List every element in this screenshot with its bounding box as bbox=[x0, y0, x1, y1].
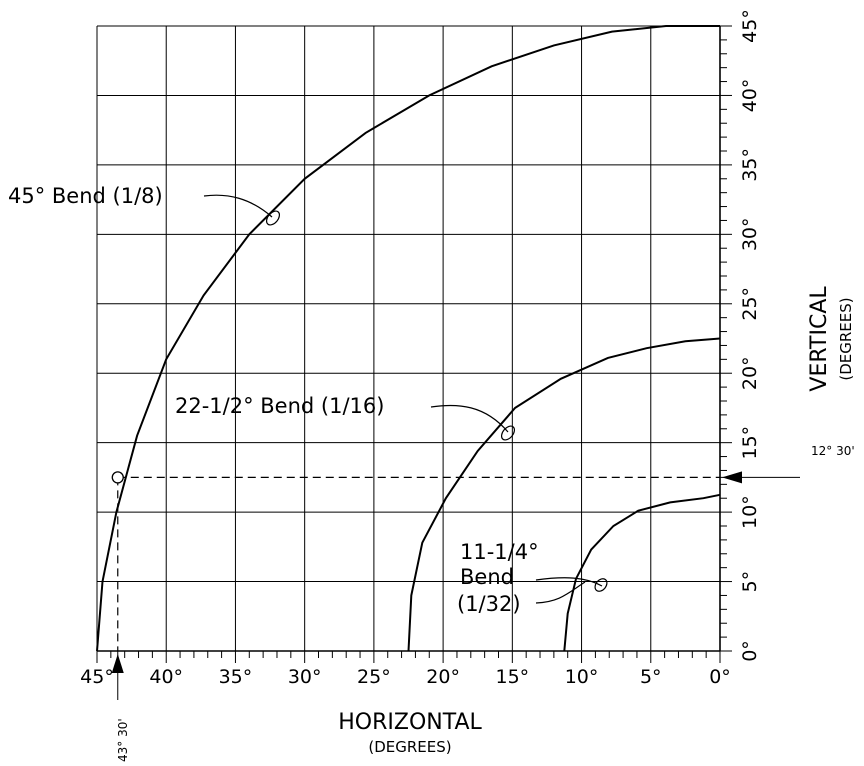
x-tick-labels: 45° 40° 35° 30° 25° 20° 15° 10° 5° 0° bbox=[80, 666, 731, 688]
y-axis-subtitle: (DEGREES) bbox=[837, 297, 855, 380]
x-tick-label: 25° bbox=[357, 666, 391, 688]
x-tick-label: 15° bbox=[495, 666, 529, 688]
curve-45-bend bbox=[96, 25, 720, 652]
x-tick-label: 10° bbox=[565, 666, 599, 688]
label-45-bend: 45° Bend (1/8) bbox=[8, 184, 163, 208]
curve-11-bend bbox=[563, 493, 721, 652]
x-tick-label: 45° bbox=[80, 666, 114, 688]
example-x-label: 43° 30' bbox=[116, 718, 130, 762]
x-reading-arrow bbox=[111, 654, 124, 673]
leader-loop-11 bbox=[594, 578, 608, 592]
leader-loop-22 bbox=[500, 425, 516, 441]
x-tick-label: 20° bbox=[426, 666, 460, 688]
y-tick-label: 5° bbox=[739, 571, 761, 593]
leader-11-bend-b bbox=[535, 581, 586, 604]
label-22-bend: 22-1/2° Bend (1/16) bbox=[175, 394, 384, 418]
minor-ticks bbox=[96, 25, 732, 663]
y-tick-label: 30° bbox=[739, 217, 761, 251]
leader-22-bend bbox=[430, 404, 509, 433]
y-tick-label: 40° bbox=[739, 79, 761, 113]
y-reading-arrow bbox=[722, 471, 742, 484]
example-point bbox=[111, 471, 124, 484]
x-axis-subtitle: (DEGREES) bbox=[368, 738, 451, 756]
example-y-label: 12° 30' bbox=[811, 444, 855, 458]
y-tick-label: 10° bbox=[739, 495, 761, 529]
curve-22-bend bbox=[407, 337, 721, 652]
x-tick-label: 30° bbox=[288, 666, 322, 688]
y-tick-label: 35° bbox=[739, 148, 761, 182]
y-tick-label: 0° bbox=[739, 640, 761, 662]
x-tick-label: 35° bbox=[219, 666, 253, 688]
leader-loop-45 bbox=[265, 210, 281, 226]
leader-45-bend bbox=[203, 194, 273, 218]
label-11-bend-line1: 11-1/4° bbox=[460, 540, 539, 564]
y-tick-label: 15° bbox=[739, 426, 761, 460]
label-11-bend-line2: Bend bbox=[460, 565, 514, 589]
example-reading bbox=[111, 194, 800, 700]
leader-11-bend-a bbox=[535, 577, 603, 587]
y-axis-title: VERTICAL bbox=[807, 286, 832, 392]
x-tick-label: 0° bbox=[709, 666, 731, 688]
label-11-bend-line3: (1/32) bbox=[457, 592, 521, 616]
y-tick-label: 25° bbox=[739, 287, 761, 321]
x-tick-label: 40° bbox=[149, 666, 183, 688]
y-tick-labels: 0° 5° 10° 15° 20° 25° 30° 35° 40° 45° bbox=[739, 9, 761, 662]
y-tick-label: 20° bbox=[739, 356, 761, 390]
x-axis-title: HORIZONTAL bbox=[338, 710, 482, 735]
bend-curves bbox=[96, 25, 721, 652]
x-tick-label: 5° bbox=[640, 666, 662, 688]
y-tick-label: 45° bbox=[739, 9, 761, 43]
grid-lines bbox=[96, 25, 721, 652]
